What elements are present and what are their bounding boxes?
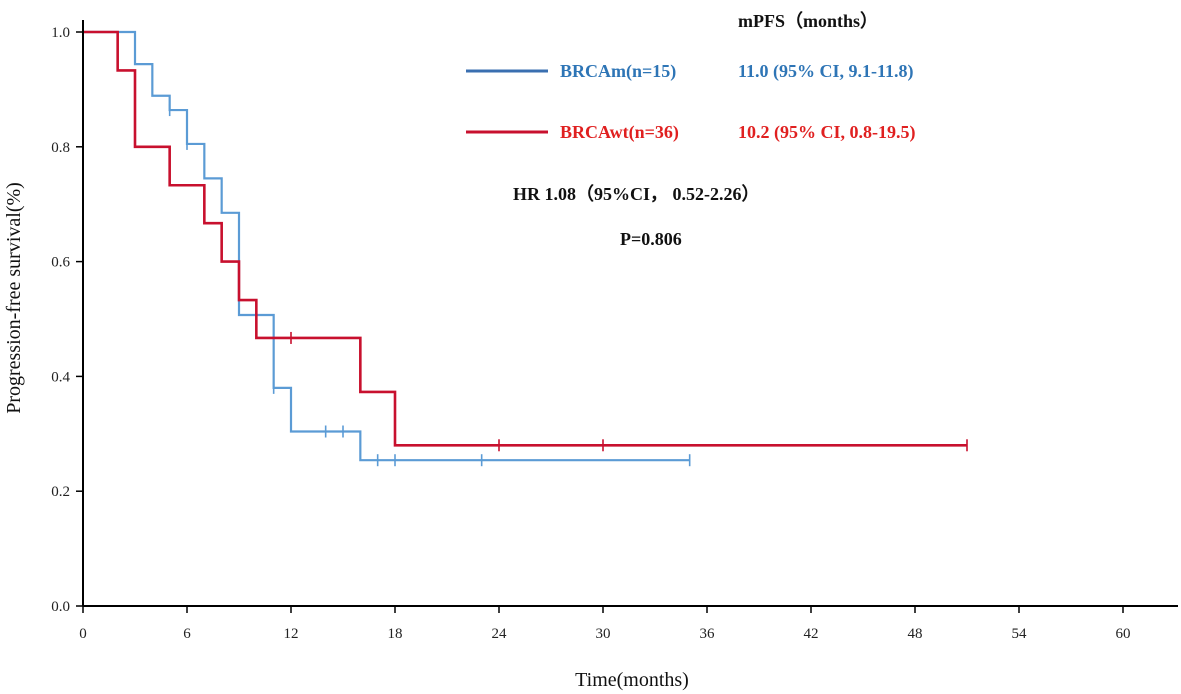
x-ticks: 0 6 12 18 24 30 36 42 48 54 60: [79, 606, 1131, 642]
x-tick-label: 30: [596, 626, 611, 642]
x-tick-label: 42: [804, 626, 819, 642]
legend-mpfs-brcawt: 10.2 (95% CI, 0.8-19.5): [738, 122, 916, 143]
legend-label-brcawt: BRCAwt(n=36): [560, 122, 679, 143]
y-ticks: 0.0 0.2 0.4 0.6 0.8 1.0: [51, 25, 83, 615]
x-tick-label: 36: [700, 626, 716, 642]
y-tick-label: 0.8: [51, 140, 70, 156]
x-tick-label: 12: [284, 626, 299, 642]
mpfs-header: mPFS（months）: [738, 11, 878, 31]
y-tick-label: 0.4: [51, 369, 70, 385]
x-tick-label: 24: [492, 626, 508, 642]
y-axis-title: Progression-free survival(%): [3, 182, 25, 414]
x-tick-label: 54: [1012, 626, 1028, 642]
y-tick-label: 0.6: [51, 255, 70, 271]
x-tick-label: 60: [1116, 626, 1131, 642]
x-tick-label: 18: [388, 626, 403, 642]
legend-label-brcam: BRCAm(n=15): [560, 61, 676, 82]
x-tick-label: 0: [79, 626, 87, 642]
km-curve-brcam: [83, 30, 690, 462]
p-value-text: P=0.806: [620, 229, 682, 249]
legend-mpfs-brcam: 11.0 (95% CI, 9.1-11.8): [738, 61, 914, 82]
y-tick-label: 0.0: [51, 599, 70, 615]
y-tick-label: 0.2: [51, 484, 70, 500]
y-tick-label: 1.0: [51, 25, 70, 41]
km-curve-brcawt: [83, 30, 967, 447]
x-tick-label: 48: [908, 626, 923, 642]
x-tick-label: 6: [183, 626, 191, 642]
hazard-ratio-text: HR 1.08（95%CI， 0.52-2.26）: [513, 184, 760, 204]
x-axis-title: Time(months): [575, 669, 689, 691]
series-layer: [83, 30, 968, 467]
